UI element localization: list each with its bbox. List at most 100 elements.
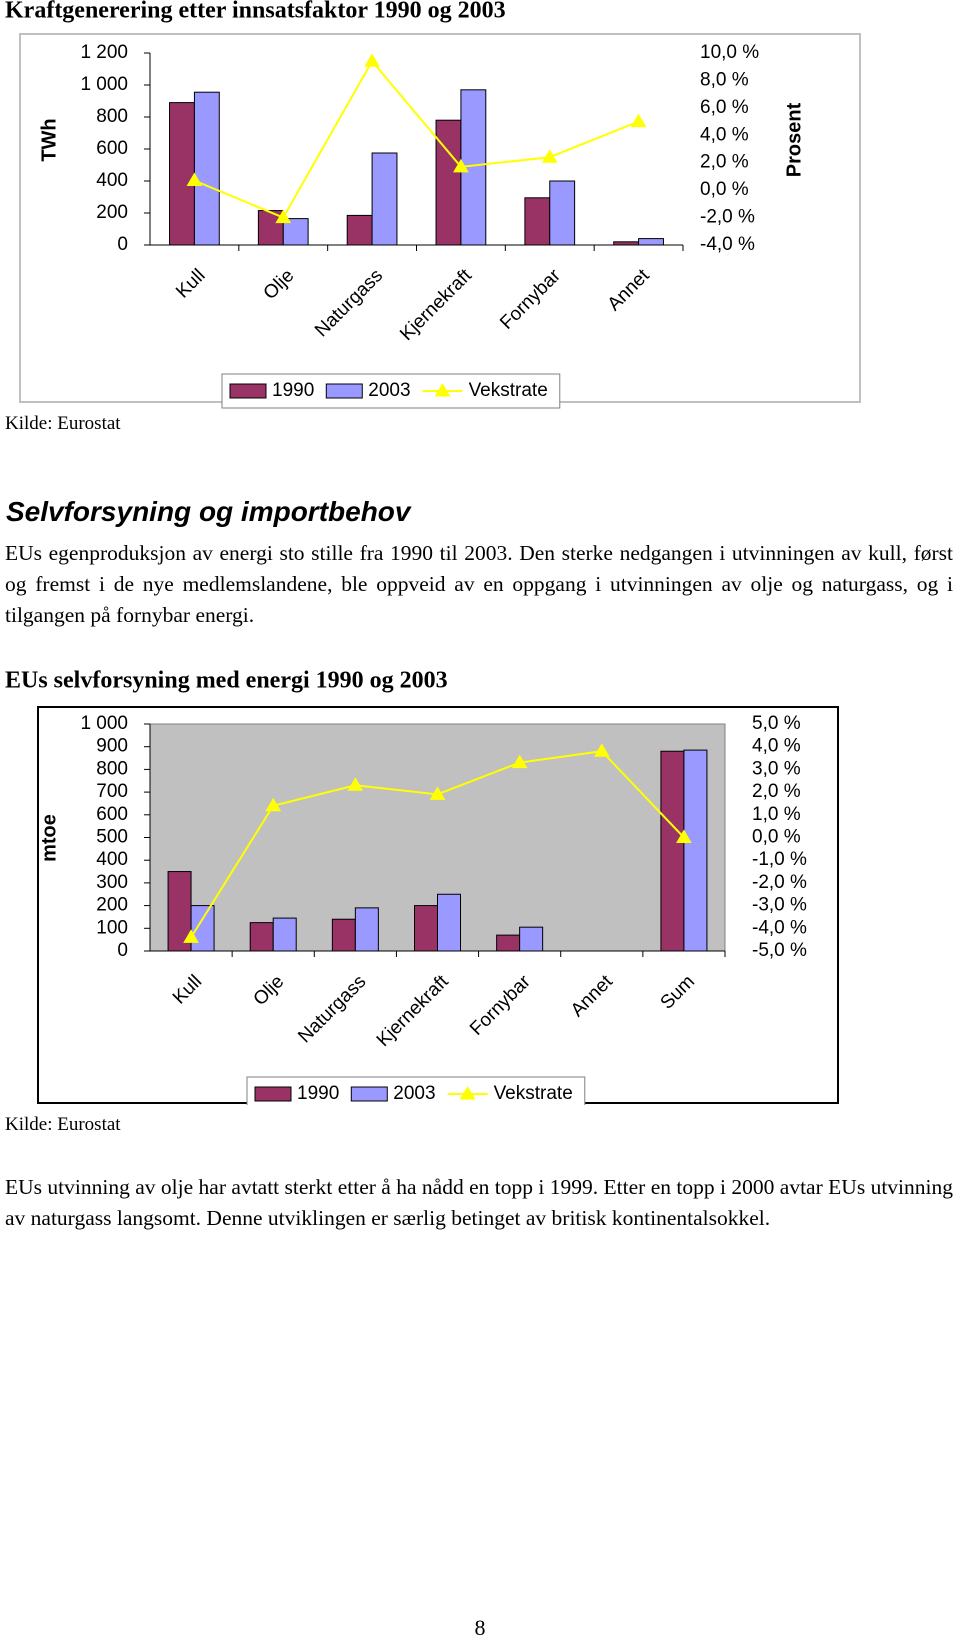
y-tick-label: 300 [96, 872, 128, 893]
marker [459, 1086, 476, 1100]
legend-swatch [254, 1086, 292, 1102]
y-tick-label: 400 [96, 170, 128, 191]
y-tick-label: 700 [96, 781, 128, 802]
y-tick-label: 800 [96, 758, 128, 779]
marker [511, 754, 528, 769]
bar [660, 750, 685, 952]
bar [435, 119, 462, 246]
x-tick-label: Kjernekraft [396, 265, 476, 345]
x-tick-label: Sum [657, 971, 699, 1013]
legend: 1990 2003 Vekstrate [246, 1076, 586, 1105]
y2-tick-label: 1,0 % [752, 804, 801, 825]
bar [272, 917, 297, 952]
y2-tick-label: -3,0 % [752, 895, 807, 916]
x-tick-label: Olje [250, 971, 289, 1010]
bar [519, 926, 544, 952]
bar [414, 905, 438, 952]
y2-axis-label: Prosent [783, 102, 805, 177]
y-tick-label: 200 [96, 895, 128, 916]
y-tick-label: 1 000 [80, 713, 128, 734]
x-tick-label: Kull [172, 265, 209, 302]
legend-swatch [229, 383, 267, 399]
section-heading: Selvforsyning og importbehov [6, 496, 411, 527]
y-tick-label: 100 [96, 917, 128, 938]
marker [347, 777, 364, 791]
legend-label: 2003 [368, 380, 410, 401]
y2-tick-label: 4,0 % [700, 124, 749, 145]
x-tick-label: Olje [260, 265, 299, 304]
bar [371, 152, 398, 246]
paragraph: EUs utvinning av olje har avtatt sterkt … [5, 1175, 953, 1230]
line [194, 59, 639, 219]
y2-tick-label: -5,0 % [752, 940, 807, 961]
y-tick-label: 0 [117, 234, 128, 255]
marker [186, 172, 203, 187]
y-tick-label: 200 [96, 202, 128, 223]
bar [549, 180, 576, 246]
source-note: Kilde: Eurostat [5, 1114, 121, 1135]
y2-tick-label: 10,0 % [700, 42, 759, 63]
bar [249, 922, 274, 952]
y2-tick-label: -4,0 % [700, 234, 755, 255]
legend-label: Vekstrate [494, 1083, 573, 1104]
bar [437, 893, 461, 952]
bar [354, 907, 379, 952]
y-tick-label: 900 [96, 736, 128, 757]
marker [429, 786, 446, 800]
y2-tick-label: 6,0 % [700, 97, 749, 118]
y-tick-label: 800 [96, 106, 128, 127]
y2-tick-label: 4,0 % [752, 736, 801, 757]
y2-tick-label: 5,0 % [752, 713, 801, 734]
x-tick-label: Naturgass [311, 265, 387, 341]
bar [169, 102, 195, 246]
plot-area [150, 53, 683, 245]
x-tick-label: Fornybar [466, 971, 535, 1040]
marker [453, 158, 469, 173]
y2-tick-label: -2,0 % [752, 872, 807, 893]
legend-label: 1990 [272, 380, 314, 401]
bar [193, 91, 220, 246]
paragraph: EUs egenproduksjon av energi sto stille … [5, 541, 953, 627]
marker [265, 797, 282, 812]
legend-box [221, 373, 561, 409]
legend-label: Vekstrate [469, 380, 548, 401]
marker [364, 53, 380, 67]
y2-tick-label: -4,0 % [752, 917, 807, 938]
marker [676, 829, 692, 843]
bar [346, 214, 373, 246]
chart-title: EUs selvforsyning med energi 1990 og 200… [5, 668, 448, 694]
y-tick-label: 1 000 [80, 74, 128, 95]
marker [541, 149, 558, 163]
marker [434, 383, 451, 397]
y2-tick-label: -1,0 % [752, 849, 807, 870]
legend-label: 2003 [393, 1083, 435, 1104]
y-axis-label: mtoe [38, 814, 60, 862]
y2-tick-label: 2,0 % [752, 781, 801, 802]
bar [638, 238, 664, 246]
marker [630, 113, 647, 128]
source-note: Kilde: Eurostat [5, 413, 121, 434]
y2-tick-label: 3,0 % [752, 758, 801, 779]
y2-tick-label: 0,0 % [700, 179, 749, 200]
bar [683, 749, 708, 952]
y2-tick-label: -2,0 % [700, 207, 755, 228]
x-tick-label: Fornybar [496, 265, 565, 334]
marker [593, 743, 610, 757]
chart-title: Kraftgenerering etter innsatsfaktor 1990… [5, 0, 506, 24]
x-tick-label: Kjernekraft [373, 971, 453, 1051]
bar [613, 241, 640, 246]
y-tick-label: 400 [96, 849, 128, 870]
y2-tick-label: 8,0 % [700, 69, 749, 90]
legend-swatch [350, 1086, 388, 1102]
x-tick-label: Annet [604, 265, 654, 315]
legend-box [246, 1076, 586, 1105]
legend: 1990 2003 Vekstrate [221, 373, 561, 409]
marker [183, 929, 199, 943]
bar [331, 918, 356, 952]
bar [190, 905, 215, 952]
chart: Kraftgenerering etter innsatsfaktor 1990… [5, 0, 861, 409]
page-number: 8 [474, 1615, 486, 1640]
y-tick-label: 0 [117, 940, 128, 961]
legend-label: 1990 [297, 1083, 339, 1104]
